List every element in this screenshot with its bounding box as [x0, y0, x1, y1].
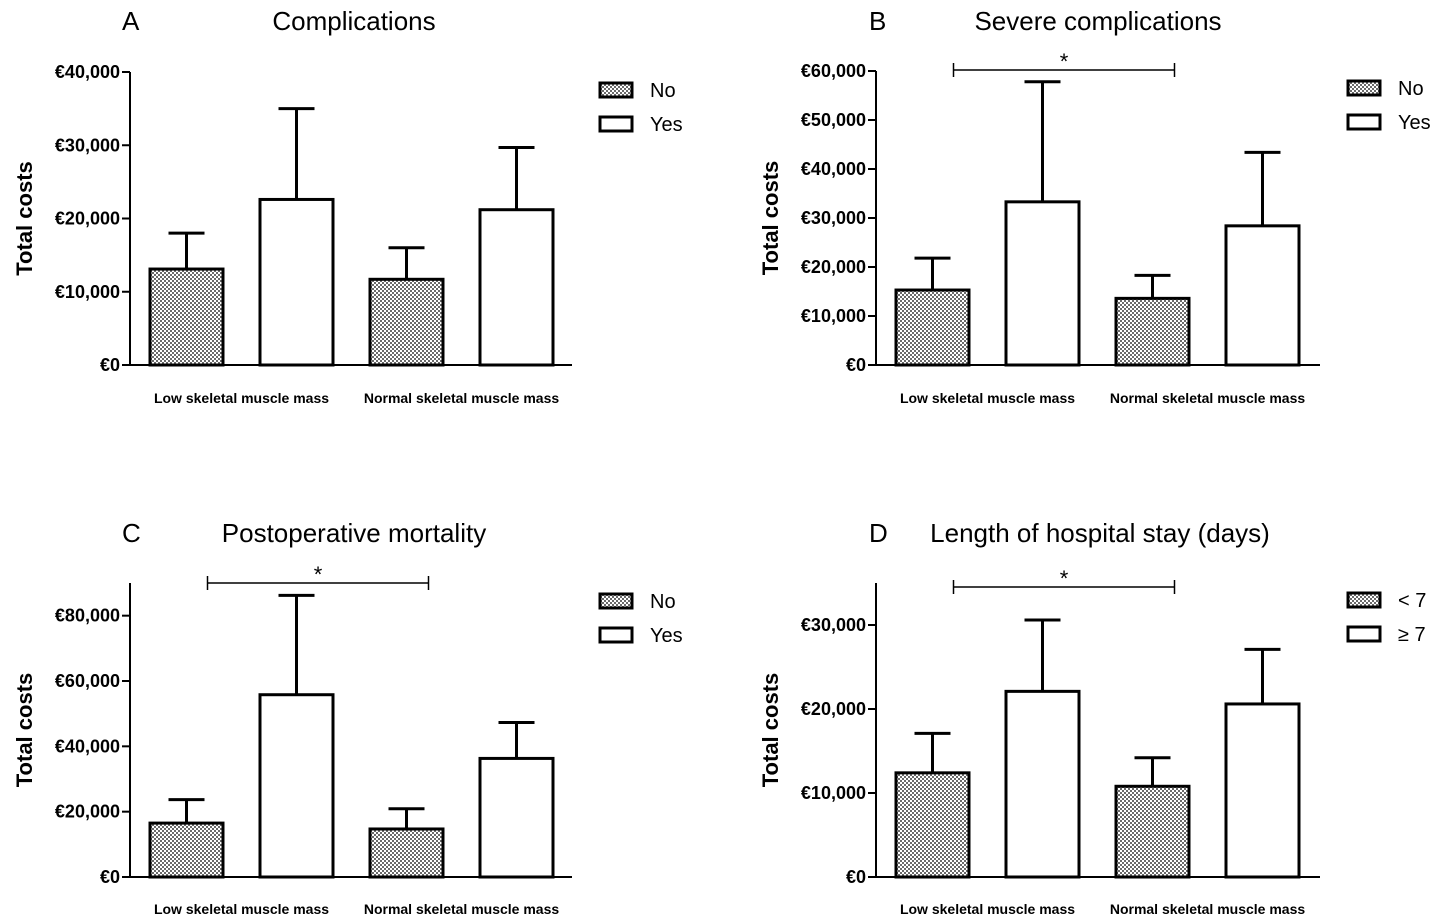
legend-swatch [1346, 79, 1382, 97]
y-tick-label: €0 [846, 867, 866, 887]
bar-yes [1004, 689, 1081, 879]
bar-no [368, 277, 445, 367]
x-category-label: Normal skeletal muscle mass [1110, 901, 1306, 917]
y-tick-label: €0 [100, 867, 120, 887]
y-tick-label: €10,000 [55, 282, 120, 302]
y-axis-label: Total costs [758, 673, 783, 788]
y-tick-label: €60,000 [801, 61, 866, 81]
chart-panel-b: B Severe complications Total costs €0 €10,00… [758, 6, 1431, 406]
x-category-label: Low skeletal muscle mass [154, 901, 329, 917]
chart-panel-d: D Length of hospital stay (days) Total cos… [758, 518, 1426, 917]
panel-letter: B [869, 6, 886, 36]
y-tick-label: €10,000 [801, 783, 866, 803]
legend-swatch [598, 626, 634, 644]
legend-label: Yes [1398, 112, 1431, 134]
y-axis-label: Total costs [12, 161, 37, 276]
legend-swatch [1346, 113, 1382, 131]
y-axis-label: Total costs [758, 161, 783, 276]
bar-no [368, 827, 445, 879]
panel-letter: A [122, 6, 140, 36]
bar-no [1114, 784, 1191, 879]
legend-label: No [1398, 78, 1424, 100]
legend-label: < 7 [1398, 590, 1426, 612]
y-tick-label: €30,000 [55, 135, 120, 155]
bar-yes [1004, 200, 1081, 367]
panel-letter: D [869, 518, 888, 548]
legend-label: No [650, 591, 676, 613]
significance-star: * [1060, 566, 1069, 591]
y-tick-label: €10,000 [801, 306, 866, 326]
y-tick-label: €60,000 [55, 671, 120, 691]
legend-swatch [1346, 625, 1382, 643]
legend-label: Yes [650, 625, 683, 647]
x-category-label: Normal skeletal muscle mass [364, 901, 560, 917]
y-tick-label: €40,000 [55, 736, 120, 756]
y-tick-label: €20,000 [801, 699, 866, 719]
significance-star: * [314, 562, 323, 587]
chart-panel-c: C Postoperative mortality Total costs €0 €20… [12, 518, 683, 917]
legend-swatch [1346, 591, 1382, 609]
legend-label: ≥ 7 [1398, 624, 1426, 646]
x-category-label: Low skeletal muscle mass [154, 390, 329, 406]
legend-swatch [598, 81, 634, 99]
legend-label: Yes [650, 114, 683, 136]
y-tick-label: €20,000 [801, 257, 866, 277]
bar-yes [478, 208, 555, 367]
x-category-label: Normal skeletal muscle mass [364, 390, 560, 406]
x-category-label: Normal skeletal muscle mass [1110, 390, 1306, 406]
chart-title: Length of hospital stay (days) [930, 518, 1270, 548]
y-tick-label: €80,000 [55, 606, 120, 626]
y-tick-label: €40,000 [55, 62, 120, 82]
legend-swatch [598, 115, 634, 133]
chart-panel-a: A Complications Total costs €0 €10,000 €20,00… [12, 6, 683, 406]
x-category-label: Low skeletal muscle mass [900, 390, 1075, 406]
bar-no [894, 288, 971, 367]
y-tick-label: €0 [100, 355, 120, 375]
legend-label: No [650, 80, 676, 102]
y-axis-label: Total costs [12, 673, 37, 788]
significance-star: * [1060, 49, 1069, 74]
bar-no [1114, 296, 1191, 367]
panel-letter: C [122, 518, 141, 548]
chart-title: Complications [272, 6, 435, 36]
bar-yes [1224, 702, 1301, 879]
y-tick-label: €20,000 [55, 802, 120, 822]
y-tick-label: €20,000 [55, 209, 120, 229]
x-category-label: Low skeletal muscle mass [900, 901, 1075, 917]
y-tick-label: €50,000 [801, 110, 866, 130]
bar-no [894, 771, 971, 879]
bar-yes [258, 693, 335, 879]
bar-yes [478, 756, 555, 879]
y-tick-label: €30,000 [801, 208, 866, 228]
chart-title: Postoperative mortality [222, 518, 486, 548]
bar-yes [258, 197, 335, 367]
bar-no [148, 267, 225, 367]
legend-swatch [598, 592, 634, 610]
y-tick-label: €30,000 [801, 615, 866, 635]
y-tick-label: €0 [846, 355, 866, 375]
bar-no [148, 821, 225, 879]
y-tick-label: €40,000 [801, 159, 866, 179]
chart-title: Severe complications [974, 6, 1221, 36]
bar-yes [1224, 224, 1301, 367]
